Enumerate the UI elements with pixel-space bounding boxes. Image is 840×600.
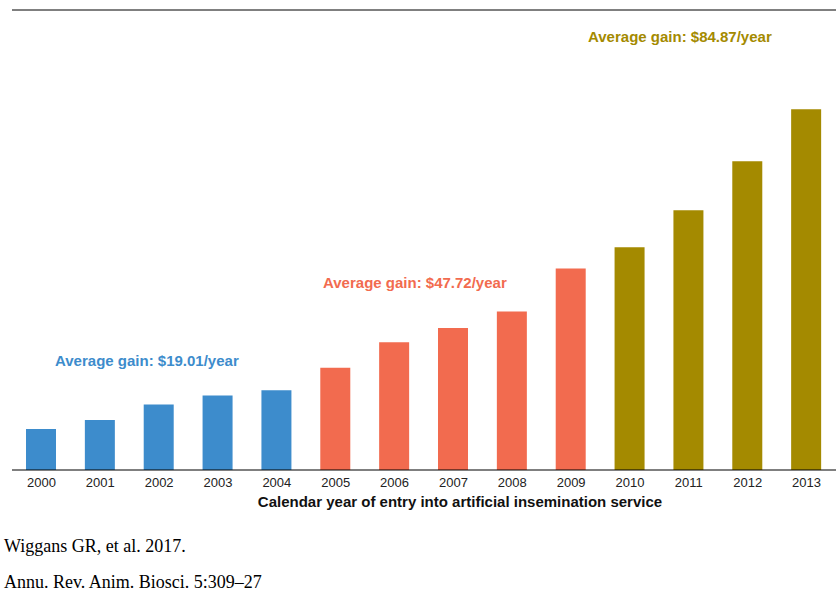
- html-text:Average gain: $19.01/year: Average gain: $19.01/year: [55, 352, 239, 369]
- html-text:Average gain: $47.72/year: Average gain: $47.72/year: [323, 274, 507, 291]
- svg-text:2012: 2012: [733, 475, 762, 490]
- html-text:Annu. Rev. Anim. Biosci. 5:309: Annu. Rev. Anim. Biosci. 5:309–27: [4, 572, 262, 592]
- svg-text:2000: 2000: [27, 475, 56, 490]
- svg-text:2005: 2005: [321, 475, 350, 490]
- svg-text:2007: 2007: [439, 475, 468, 490]
- svg-text:2008: 2008: [498, 475, 527, 490]
- svg-text:2003: 2003: [204, 475, 233, 490]
- svg-text:2002: 2002: [145, 475, 174, 490]
- svg-text:2010: 2010: [616, 475, 645, 490]
- html-text:Average gain: $84.87/year: Average gain: $84.87/year: [588, 28, 772, 45]
- svg-text:2001: 2001: [86, 475, 115, 490]
- html-text:Calendar year of entry into ar: Calendar year of entry into artificial i…: [257, 493, 663, 510]
- svg-text:2006: 2006: [380, 475, 409, 490]
- svg-text:2004: 2004: [262, 475, 291, 490]
- svg-text:2011: 2011: [675, 475, 703, 490]
- svg-text:2013: 2013: [792, 475, 821, 490]
- html-text:Wiggans GR, et al. 2017.: Wiggans GR, et al. 2017.: [4, 536, 186, 556]
- svg-text:2009: 2009: [557, 475, 586, 490]
